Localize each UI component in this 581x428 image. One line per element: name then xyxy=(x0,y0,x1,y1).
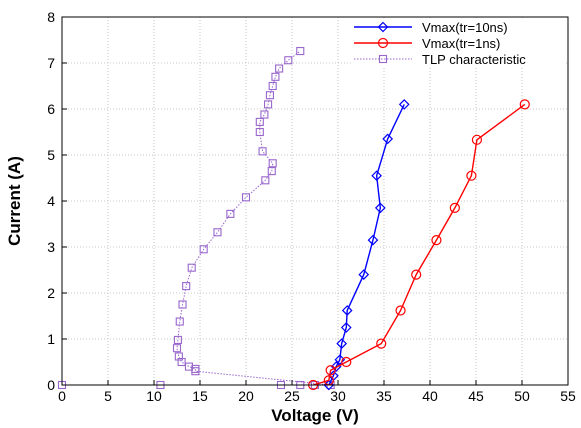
x-tick-label: 55 xyxy=(560,388,576,404)
data-point xyxy=(174,352,183,361)
legend-label: Vmax(tr=1ns) xyxy=(422,36,500,51)
data-point xyxy=(265,91,274,100)
data-point xyxy=(191,364,200,373)
legend-marker xyxy=(377,21,389,33)
x-tick-label: 30 xyxy=(330,388,346,404)
x-tick-label: 45 xyxy=(468,388,484,404)
data-point xyxy=(271,72,280,81)
data-point xyxy=(325,365,336,376)
data-point xyxy=(184,362,194,371)
data-point xyxy=(187,263,196,272)
y-tick-label: 8 xyxy=(47,9,55,25)
data-point xyxy=(374,202,386,214)
data-point xyxy=(411,269,422,280)
data-point xyxy=(296,46,305,56)
data-point xyxy=(255,117,264,126)
data-point xyxy=(431,235,442,246)
series-circle xyxy=(308,99,530,391)
x-tick-label: 50 xyxy=(514,388,530,404)
data-point xyxy=(260,110,269,119)
data-point xyxy=(341,305,353,316)
data-point xyxy=(471,134,483,145)
data-point xyxy=(178,300,187,309)
data-point xyxy=(267,167,276,176)
data-point xyxy=(340,322,352,333)
y-tick-label: 1 xyxy=(47,331,55,347)
y-axis-label: Current (A) xyxy=(5,156,24,246)
legend-marker xyxy=(378,54,388,64)
x-tick-label: 15 xyxy=(192,388,208,404)
data-point xyxy=(226,209,235,218)
data-point xyxy=(275,64,284,73)
legend-marker xyxy=(377,37,389,49)
series-diamond xyxy=(323,99,410,391)
series-line xyxy=(328,104,405,386)
data-point xyxy=(175,317,184,326)
x-tick-label: 35 xyxy=(376,388,392,404)
data-point xyxy=(398,99,410,110)
data-point xyxy=(213,228,222,237)
data-point xyxy=(177,357,186,367)
data-point xyxy=(264,100,273,109)
data-point xyxy=(466,170,477,181)
data-point xyxy=(284,56,293,65)
y-tick-label: 6 xyxy=(47,101,55,117)
legend-label: TLP characteristic xyxy=(422,52,526,67)
data-point xyxy=(519,99,530,110)
data-point xyxy=(172,344,182,353)
data-point xyxy=(336,338,348,349)
data-point xyxy=(241,193,251,202)
data-point xyxy=(334,354,346,366)
data-point xyxy=(395,305,406,316)
data-point xyxy=(255,127,264,137)
data-point xyxy=(173,335,182,344)
x-tick-label: 0 xyxy=(58,388,66,404)
data-point xyxy=(371,170,382,182)
data-point xyxy=(268,81,277,91)
y-tick-label: 4 xyxy=(47,193,55,209)
data-point xyxy=(199,245,208,254)
data-point xyxy=(367,234,379,246)
data-point xyxy=(182,282,191,291)
data-point xyxy=(258,147,267,156)
x-tick-label: 40 xyxy=(422,388,438,404)
legend-label: Vmax(tr=10ns) xyxy=(422,20,508,35)
y-tick-label: 2 xyxy=(47,285,55,301)
data-point xyxy=(268,159,277,168)
x-axis-label: Voltage (V) xyxy=(271,406,359,425)
data-point xyxy=(376,338,387,349)
legend: Vmax(tr=10ns)Vmax(tr=1ns)TLP characteris… xyxy=(352,18,566,68)
x-tick-label: 5 xyxy=(104,388,112,404)
x-tick-label: 25 xyxy=(284,388,300,404)
y-tick-label: 0 xyxy=(47,377,55,393)
data-point xyxy=(261,176,270,185)
data-point xyxy=(358,269,370,280)
data-point xyxy=(449,202,460,213)
data-point xyxy=(382,133,394,145)
y-tick-label: 3 xyxy=(47,239,55,255)
x-tick-label: 10 xyxy=(146,388,162,404)
series-square xyxy=(57,46,335,390)
y-tick-label: 5 xyxy=(47,147,55,163)
series-line xyxy=(312,103,526,386)
grid xyxy=(61,16,569,386)
series-line xyxy=(62,50,331,386)
y-tick-label: 7 xyxy=(47,55,55,71)
series-layer xyxy=(57,46,530,391)
data-point xyxy=(341,356,352,368)
x-tick-label: 20 xyxy=(238,388,254,404)
